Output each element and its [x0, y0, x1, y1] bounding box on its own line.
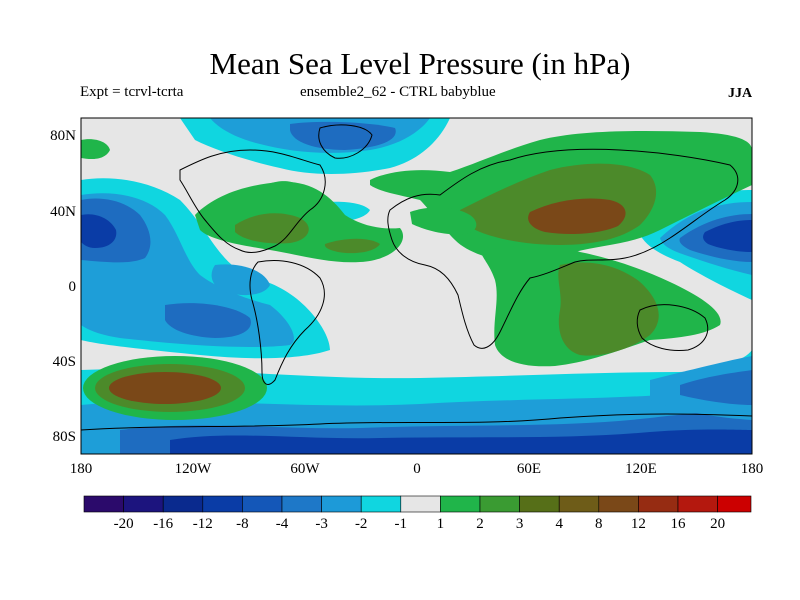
colorbar-label: -1: [395, 516, 408, 532]
coastlines: [81, 124, 752, 431]
ensemble-label: ensemble2_62 - CTRL babyblue: [300, 84, 496, 100]
colorbar-label: 1: [437, 516, 445, 532]
colorbar-label: 12: [631, 516, 646, 532]
colorbar-label: 8: [595, 516, 603, 532]
colorbar-label: -20: [114, 516, 134, 532]
atlantic-dark-green: [324, 238, 380, 254]
lon-label-120e: 120E: [625, 461, 657, 477]
lat-label-40n: 40N: [50, 204, 76, 220]
colorbar-segment-15: [677, 495, 718, 513]
east-asia-green: [410, 207, 477, 235]
colorbar-segment-4: [242, 495, 283, 513]
lon-label-0: 0: [413, 461, 421, 477]
season-label: JJA: [728, 86, 753, 101]
coast-south-america: [249, 260, 325, 385]
arctic-dark-blue: [290, 121, 396, 150]
colorbar-label: 2: [476, 516, 484, 532]
colorbar-label: -12: [193, 516, 213, 532]
lat-label-80s: 80S: [53, 429, 76, 445]
colorbar-segment-14: [638, 495, 679, 513]
south-pacific-brown: [109, 372, 221, 404]
colorbar-segment-2: [162, 495, 204, 513]
se-pacific-dark-blue: [680, 370, 752, 405]
colorbar-segment-6: [321, 495, 362, 513]
colorbar-segment-8: [400, 495, 441, 513]
colorbar-label: -4: [276, 516, 289, 532]
colorbar-segment-1: [123, 495, 164, 513]
colorbar-label: 20: [710, 516, 725, 532]
colorbar-segment-16: [717, 495, 752, 513]
eurasia-brown: [528, 198, 626, 234]
colorbar: -20 -16 -12 -8 -4 -3 -2 -1 1 2 3 4 8 12 …: [83, 495, 752, 532]
colorbar-segment-11: [519, 495, 560, 513]
experiment-label: Expt = tcrvl-tcrta: [80, 84, 184, 100]
lat-label-40s: 40S: [53, 354, 76, 370]
nw-pacific-dark-blue: [703, 220, 752, 252]
coast-north-america: [179, 149, 326, 254]
pressure-field: [81, 118, 752, 454]
colorbar-label: 4: [555, 516, 563, 532]
colorbar-segment-0: [83, 495, 124, 513]
coast-australia: [636, 304, 709, 351]
colorbar-label: -16: [153, 516, 173, 532]
east-pacific-mid-blue: [165, 303, 251, 338]
colorbar-label: -2: [355, 516, 368, 532]
colorbar-segment-10: [479, 495, 520, 513]
colorbar-segment-12: [558, 495, 600, 513]
colorbar-segment-13: [598, 495, 639, 513]
map-frame: [80, 117, 753, 455]
lat-label-80n: 80N: [50, 128, 76, 144]
colorbar-segments: [83, 495, 752, 513]
colorbar-segment-5: [281, 495, 322, 513]
colorbar-labels: -20 -16 -12 -8 -4 -3 -2 -1 1 2 3 4 8 12 …: [114, 516, 725, 532]
lat-label-0: 0: [69, 279, 77, 295]
colorbar-label: 3: [516, 516, 524, 532]
indian-ocean-dark-green: [558, 262, 659, 356]
east-pacific-blue-ring: [211, 264, 270, 296]
colorbar-segment-3: [202, 495, 243, 513]
colorbar-label: -8: [236, 516, 249, 532]
north-america-dark-green: [235, 213, 309, 244]
lon-label-180w: 180: [70, 461, 93, 477]
greenland-green: [81, 139, 110, 160]
lon-label-60e: 60E: [517, 461, 541, 477]
alaska-green: [268, 181, 300, 195]
colorbar-label: 16: [671, 516, 687, 532]
colorbar-segment-7: [360, 495, 402, 513]
lon-label-60w: 60W: [290, 461, 320, 477]
lon-label-120w: 120W: [175, 461, 213, 477]
colorbar-label: -3: [315, 516, 328, 532]
map-title: Mean Sea Level Pressure (in hPa): [209, 46, 631, 81]
lon-label-180e: 180: [741, 461, 764, 477]
axis-labels: 80N 40N 0 40S 80S 180 120W 60W 0 60E 120…: [50, 128, 763, 477]
southern-dark-blue-patch: [170, 429, 752, 454]
pacific-dark-blue: [81, 214, 117, 248]
coast-greenland: [318, 124, 373, 159]
coast-antarctica: [81, 413, 752, 431]
colorbar-segment-9: [440, 495, 481, 513]
coast-africa-eurasia: [387, 148, 739, 349]
